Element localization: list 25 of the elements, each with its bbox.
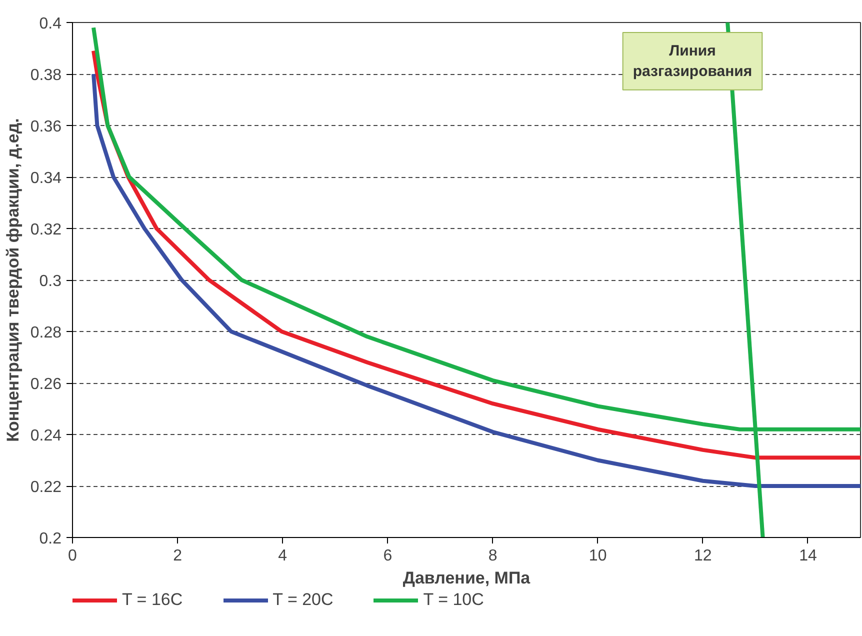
x-tick-label: 4 [278, 548, 288, 564]
legend-label: T = 20C [272, 590, 334, 610]
y-tick-label: 0.36 [30, 118, 62, 136]
x-tick-label: 10 [588, 548, 607, 564]
x-tick-label: 12 [694, 548, 712, 564]
y-tick-label: 0.22 [30, 479, 62, 496]
y-tick-label: 0.38 [30, 67, 62, 84]
y-tick-label: 0.28 [30, 324, 62, 342]
x-axis-title: Давление, МПа [402, 568, 531, 588]
y-tick-label: 0.2 [39, 530, 62, 548]
y-tick-label: 0.4 [39, 16, 62, 32]
x-tick-label: 0 [68, 548, 78, 564]
y-axis-title: Концентрация твердой фракции, д.ед. [3, 118, 22, 442]
y-tick-label: 0.34 [30, 170, 62, 187]
legend-label: T = 10C [423, 590, 484, 610]
y-tick-label: 0.32 [30, 222, 62, 238]
y-tick-label: 0.26 [30, 376, 62, 393]
annotation: Линия разгазирования [632, 42, 752, 80]
y-tick-label: 0.24 [30, 428, 62, 444]
x-tick-label: 2 [173, 548, 182, 564]
legend-label: T = 16C [122, 590, 183, 610]
y-tick-label: 0.3 [39, 273, 62, 290]
x-tick-label: 14 [799, 548, 817, 564]
x-tick-label: 8 [488, 548, 498, 564]
x-tick-label: 6 [383, 548, 392, 564]
